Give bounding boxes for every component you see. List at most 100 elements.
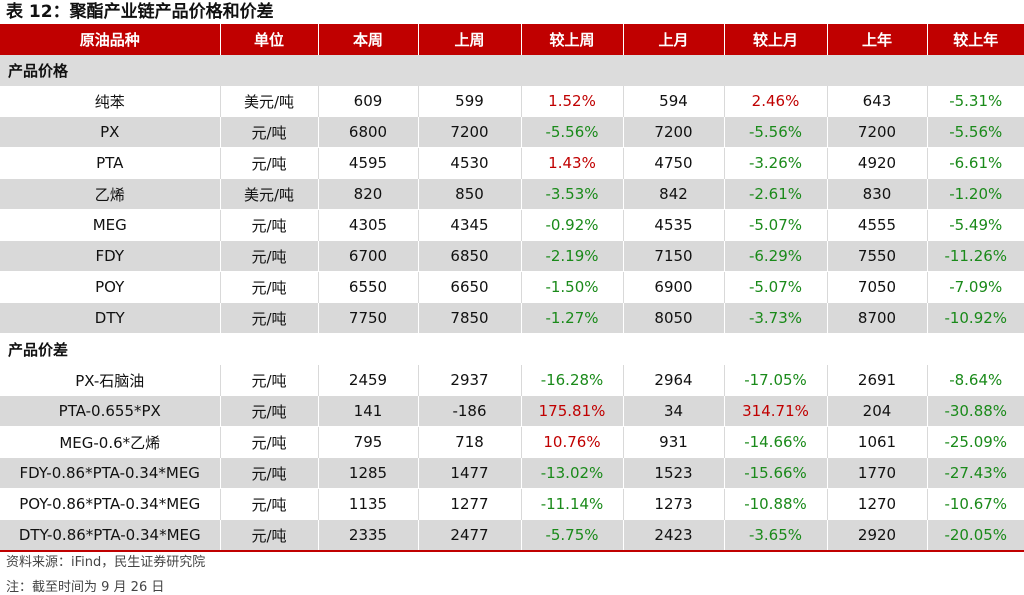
- table-cell: 594: [622, 86, 724, 117]
- table-cell: 795: [317, 426, 418, 458]
- table-cell: -6.61%: [926, 147, 1024, 179]
- table-cell: 1477: [417, 457, 521, 489]
- table-cell: 美元/吨: [219, 86, 318, 117]
- table-cell: 8700: [826, 302, 927, 334]
- table-cell: 820: [317, 178, 418, 210]
- table-cell: -3.53%: [520, 178, 623, 210]
- table-cell: 830: [826, 178, 927, 210]
- table-row: DTY-0.86*PTA-0.34*MEG 元/吨 2335 2477 -5.75% 24…: [0, 519, 1024, 551]
- table-row: MEG 元/吨 4305 4345 -0.92% 4535 -5.07% 4555 -5.49%: [0, 209, 1024, 241]
- table-cell: MEG-0.6*乙烯: [0, 426, 220, 458]
- table-cell: -10.92%: [926, 302, 1024, 334]
- table-cell: -27.43%: [926, 457, 1024, 489]
- table-cell: 2423: [622, 519, 724, 551]
- table-cell: 乙烯: [0, 178, 220, 210]
- table-cell: -5.56%: [926, 116, 1024, 148]
- table-cell: 7750: [317, 302, 418, 334]
- section-label: 产品价差: [0, 333, 1024, 365]
- table-cell: -11.14%: [520, 488, 623, 520]
- table-cell: 1285: [317, 457, 418, 489]
- table-cell: -7.09%: [926, 271, 1024, 303]
- table-cell: 609: [317, 86, 418, 117]
- table-cell: 718: [417, 426, 521, 458]
- table-cell: -5.49%: [926, 209, 1024, 241]
- table-cell: 元/吨: [219, 426, 318, 458]
- table-cell: -8.64%: [926, 365, 1024, 396]
- table-cell: 7050: [826, 271, 927, 303]
- table-row: MEG-0.6*乙烯 元/吨 795 718 10.76% 931 -14.66% 1061-…: [0, 426, 1024, 458]
- table-cell: 314.71%: [723, 395, 827, 427]
- table-cell: -3.73%: [723, 302, 827, 334]
- table-cell: 6550: [317, 271, 418, 303]
- table-cell: POY: [0, 271, 220, 303]
- table-cell: 7200: [417, 116, 521, 148]
- table-cell: -1.50%: [520, 271, 623, 303]
- column-header: 上月: [622, 24, 724, 55]
- table-cell: 34: [622, 395, 724, 427]
- table-cell: -5.31%: [926, 86, 1024, 117]
- table-cell: -0.92%: [520, 209, 623, 241]
- table-cell: -14.66%: [723, 426, 827, 458]
- table-cell: PTA: [0, 147, 220, 179]
- table-cell: -2.19%: [520, 240, 623, 272]
- table-cell: 元/吨: [219, 395, 318, 427]
- table-cell: 141: [317, 395, 418, 427]
- table-cell: 2937: [417, 365, 521, 396]
- source-note: 资料来源：iFind，民生证券研究院: [6, 555, 206, 570]
- section-row: 产品价差: [0, 333, 1024, 365]
- table-cell: -3.26%: [723, 147, 827, 179]
- table-cell: -2.61%: [723, 178, 827, 210]
- table-row: POY-0.86*PTA-0.34*MEG 元/吨 1135 1277 -11.14% 1…: [0, 488, 1024, 520]
- date-note: 注：截至时间为 9 月 26 日: [6, 580, 165, 595]
- table-cell: 6650: [417, 271, 521, 303]
- table-cell: -5.07%: [723, 271, 827, 303]
- section-row: 产品价格: [0, 55, 1024, 86]
- table-cell: PX-石脑油: [0, 365, 220, 396]
- table-cell: 美元/吨: [219, 178, 318, 210]
- table-cell: 4595: [317, 147, 418, 179]
- table-cell: FDY: [0, 240, 220, 272]
- table-cell: 850: [417, 178, 521, 210]
- column-header: 原油品种: [0, 24, 220, 55]
- table-cell: 2964: [622, 365, 724, 396]
- table-row: FDY-0.86*PTA-0.34*MEG 元/吨 1285 1477 -13.02% 1…: [0, 457, 1024, 489]
- table-cell: 6900: [622, 271, 724, 303]
- table-cell: -1.27%: [520, 302, 623, 334]
- table-cell: -3.65%: [723, 519, 827, 551]
- table-cell: 元/吨: [219, 116, 318, 148]
- table-cell: DTY-0.86*PTA-0.34*MEG: [0, 519, 220, 551]
- table-cell: PX: [0, 116, 220, 148]
- table-cell: -6.29%: [723, 240, 827, 272]
- column-header: 上周: [417, 24, 521, 55]
- table-cell: POY-0.86*PTA-0.34*MEG: [0, 488, 220, 520]
- table-cell: -5.56%: [520, 116, 623, 148]
- table-cell: 6800: [317, 116, 418, 148]
- table-cell: 1.52%: [520, 86, 623, 117]
- table-cell: -5.75%: [520, 519, 623, 551]
- table-cell: 4750: [622, 147, 724, 179]
- table-cell: -20.05%: [926, 519, 1024, 551]
- table-row: PX-石脑油 元/吨 2459 2937 -16.28% 2964 -17.05% 2691-…: [0, 365, 1024, 396]
- table-cell: 1.43%: [520, 147, 623, 179]
- table-cell: 643: [826, 86, 927, 117]
- table-cell: -17.05%: [723, 365, 827, 396]
- table-cell: 7550: [826, 240, 927, 272]
- table-cell: -15.66%: [723, 457, 827, 489]
- table-cell: 1770: [826, 457, 927, 489]
- table-cell: 4920: [826, 147, 927, 179]
- column-header: 较上年: [926, 24, 1024, 55]
- table-cell: 元/吨: [219, 209, 318, 241]
- table-cell: -25.09%: [926, 426, 1024, 458]
- column-header: 上年: [826, 24, 927, 55]
- table-cell: 元/吨: [219, 365, 318, 396]
- table-row: PX 元/吨 6800 7200 -5.56% 7200 -5.56% 7200 -5.56%: [0, 116, 1024, 148]
- table-cell: 175.81%: [520, 395, 623, 427]
- header-row: 原油品种 单位 本周 上周 较上周 上月 较上月 上年 较上年: [0, 24, 1024, 55]
- table-row: 纯苯 美元/吨 609 599 1.52% 594 2.46% 643 -5.31%: [0, 86, 1024, 117]
- table-cell: 元/吨: [219, 519, 318, 551]
- table-cell: 2459: [317, 365, 418, 396]
- table-cell: 599: [417, 86, 521, 117]
- table-cell: 1523: [622, 457, 724, 489]
- table-cell: -13.02%: [520, 457, 623, 489]
- table-cell: DTY: [0, 302, 220, 334]
